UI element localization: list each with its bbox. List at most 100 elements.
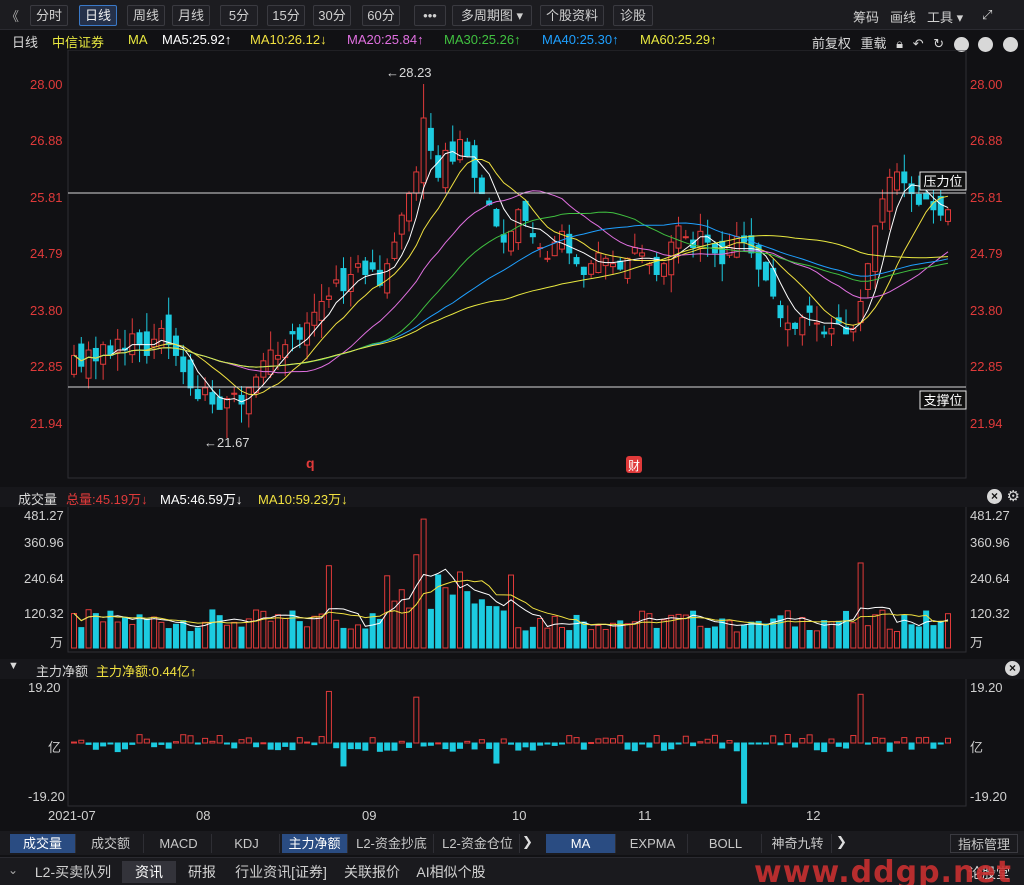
candle-body[interactable]	[915, 193, 922, 205]
flow-bar[interactable]	[143, 738, 150, 744]
candle-body[interactable]	[529, 233, 536, 238]
indicator-tab-5[interactable]: L2-资金抄底	[350, 834, 434, 853]
candle-body[interactable]	[544, 257, 551, 260]
flow-bar[interactable]	[894, 741, 901, 744]
event-marker-cai-bg[interactable]	[626, 456, 642, 473]
candle-body[interactable]	[194, 389, 201, 400]
flow-bar[interactable]	[449, 742, 456, 752]
flow-bar[interactable]	[668, 742, 675, 750]
candle-body[interactable]	[180, 356, 187, 373]
volume-bar[interactable]	[602, 628, 609, 649]
kline-chart[interactable]: 压力位 支撑位 ←28.23 ←21.67 q 财	[0, 50, 1024, 830]
volume-bar[interactable]	[770, 618, 777, 649]
period-button-0[interactable]: 分时	[30, 5, 68, 26]
candle-body[interactable]	[318, 300, 325, 321]
flow-bar[interactable]	[129, 742, 136, 745]
candle-body[interactable]	[697, 230, 704, 249]
flow-bar[interactable]	[843, 742, 850, 749]
candle-body[interactable]	[398, 214, 405, 235]
indicator-tab-4[interactable]: 主力净额	[282, 834, 348, 853]
volume-bar[interactable]	[500, 610, 507, 649]
volume-bar[interactable]	[537, 617, 544, 649]
period-button-6[interactable]: 30分	[313, 5, 351, 26]
volume-bar[interactable]	[784, 610, 791, 649]
volume-bar[interactable]	[318, 613, 325, 649]
flow-bar[interactable]	[537, 742, 544, 746]
volume-bar[interactable]	[289, 610, 296, 649]
overlay-next-icon[interactable]: ❯	[836, 834, 847, 849]
candle-body[interactable]	[813, 322, 820, 325]
volume-bar[interactable]	[529, 626, 536, 649]
flow-bar[interactable]	[121, 742, 128, 750]
flow-bar[interactable]	[646, 742, 653, 748]
volume-bar[interactable]	[260, 610, 267, 649]
volume-bar[interactable]	[464, 591, 471, 649]
volume-bar[interactable]	[85, 609, 92, 649]
flow-bar[interactable]	[675, 742, 682, 745]
candle-body[interactable]	[493, 208, 500, 227]
flow-bar[interactable]	[901, 737, 908, 744]
flow-bar[interactable]	[770, 735, 777, 744]
volume-bar[interactable]	[617, 620, 624, 649]
volume-bar[interactable]	[245, 618, 252, 649]
volume-bar[interactable]	[296, 621, 303, 649]
overlay-tab-3[interactable]: 神奇九转	[764, 834, 832, 853]
volume-bar[interactable]	[231, 621, 238, 649]
candle-body[interactable]	[617, 260, 624, 270]
toolbar-right-3[interactable]: ⤢	[982, 7, 993, 22]
candle-body[interactable]	[369, 262, 376, 270]
candle-body[interactable]	[508, 230, 514, 252]
flow-bar[interactable]	[544, 742, 551, 745]
candle-body[interactable]	[420, 117, 427, 184]
volume-bar[interactable]	[114, 621, 121, 649]
candle-body[interactable]	[187, 359, 194, 389]
volume-bar[interactable]	[544, 627, 551, 649]
refresh-icon[interactable]: ↻	[933, 36, 945, 51]
flow-bar[interactable]	[923, 736, 930, 744]
volume-bar[interactable]	[398, 589, 405, 649]
volume-bar[interactable]	[362, 628, 369, 649]
volume-bar[interactable]	[551, 615, 558, 649]
candle-body[interactable]	[296, 327, 303, 340]
bottom-tab-2[interactable]: 研报	[188, 864, 216, 880]
volume-bar[interactable]	[282, 617, 289, 649]
candle-body[interactable]	[85, 349, 92, 379]
indicator-tab-0[interactable]: 成交量	[10, 834, 76, 853]
volume-bar[interactable]	[690, 610, 697, 649]
bottom-tab-0[interactable]: L2-买卖队列	[34, 864, 112, 880]
flow-bar[interactable]	[223, 742, 230, 745]
candle-body[interactable]	[784, 322, 791, 331]
candle-body[interactable]	[223, 398, 230, 409]
volume-bar[interactable]	[668, 614, 675, 649]
flow-bar[interactable]	[187, 735, 194, 744]
toolbar-right-0[interactable]: 筹码	[853, 10, 880, 25]
flow-bar[interactable]	[573, 737, 580, 744]
volume-bar[interactable]	[165, 628, 172, 649]
flow-close-icon[interactable]: ×	[1005, 661, 1020, 676]
candle-body[interactable]	[806, 305, 813, 313]
flow-bar[interactable]	[595, 738, 602, 744]
flow-bar[interactable]	[500, 738, 507, 744]
flow-bar[interactable]	[165, 742, 172, 749]
undo-icon[interactable]: ↶	[912, 36, 924, 51]
flow-bar[interactable]	[864, 742, 871, 745]
volume-bar[interactable]	[908, 624, 915, 649]
flow-bar[interactable]	[435, 742, 442, 745]
flow-bar[interactable]	[719, 742, 726, 749]
flow-bar[interactable]	[71, 741, 77, 744]
flow-bar[interactable]	[631, 742, 638, 752]
volume-bar[interactable]	[639, 610, 646, 649]
volume-bar[interactable]	[580, 621, 587, 649]
flow-bar[interactable]	[427, 742, 434, 746]
flow-bar[interactable]	[78, 739, 85, 744]
volume-bar[interactable]	[558, 627, 565, 649]
period-button-2[interactable]: 周线	[127, 5, 165, 26]
volume-bar[interactable]	[624, 623, 631, 649]
candle-body[interactable]	[624, 257, 631, 279]
volume-bar[interactable]	[449, 594, 456, 649]
volume-bar[interactable]	[311, 615, 318, 649]
flow-bar[interactable]	[580, 742, 587, 750]
flow-bar[interactable]	[464, 740, 471, 744]
candle-body[interactable]	[821, 331, 828, 335]
volume-bar[interactable]	[857, 562, 864, 649]
